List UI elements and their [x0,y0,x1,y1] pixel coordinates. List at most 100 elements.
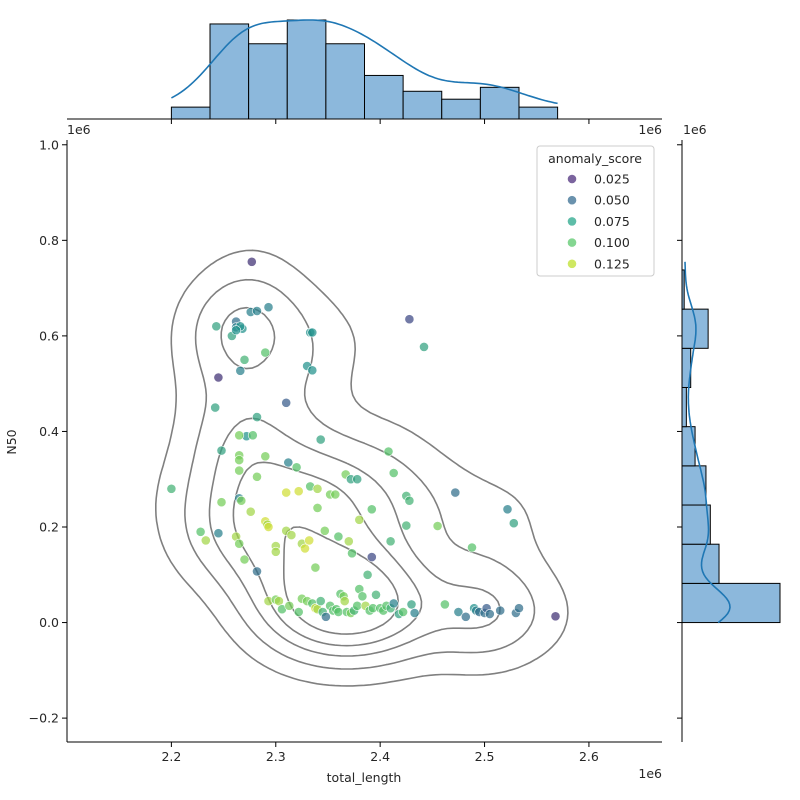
scatter-point [508,518,519,529]
top-hist-bar [325,43,366,120]
scatter-point [352,600,363,611]
scatter-point [234,538,245,549]
right-hist-bar [681,582,781,624]
scatter-point [357,591,368,602]
scatter-point [281,487,292,498]
scatter-point [319,525,330,536]
scatter-point [246,256,257,267]
kde-contour-level-2 [208,306,501,657]
top-hist-bar [441,98,481,120]
scatter-point [293,607,304,617]
scatter-point [281,397,292,408]
right-hist-bar [681,465,707,506]
scatter-point [236,495,247,506]
scatter-point [235,365,246,376]
scatter-point [200,535,211,546]
legend-marker [567,195,577,206]
right-hist-bar [681,426,696,467]
legend-box [536,145,655,277]
scatter-point [330,489,341,500]
scatter-point [383,446,394,457]
scatter-point [304,535,315,546]
legend: anomaly_score 0.025 0.050 0.075 0.100 0.125 [536,145,655,277]
y-tick-label: −0.2 [29,711,59,726]
scatter-point [404,314,415,325]
scatter-point [371,589,381,600]
right-hist-offset-label: 1e6 [683,122,707,137]
scatter-point [439,599,450,610]
scatter-point [352,474,363,485]
scatter-point [260,347,271,358]
y-axis-label: N50 [4,429,19,454]
scatter-point [270,546,281,557]
scatter-point [453,607,464,617]
scatter-point [252,412,262,422]
scatter-points [166,256,561,622]
scatter-point [211,321,222,332]
scatter-point [195,526,206,537]
scatter-point [339,596,350,606]
scatter-point [398,607,408,617]
y-axis-ticks: −0.2 0.0 0.2 0.4 0.6 0.8 1.0 [29,137,682,726]
scatter-point [362,569,373,580]
scatter-point [216,497,227,508]
scatter-point [312,483,323,494]
legend-label: 0.100 [594,235,630,250]
scatter-point [286,530,297,540]
scatter-point [234,430,245,441]
legend-marker [567,237,577,248]
scatter-point [213,372,224,383]
top-hist-offset-label-left: 1e6 [67,122,91,137]
legend-label: 0.050 [594,193,630,208]
x-tick-label: 2.6 [579,749,599,764]
top-hist-bar [286,19,327,120]
scatter-point [239,554,250,565]
scatter-point [550,611,561,622]
scatter-point [333,607,344,617]
top-hist-bar [402,90,443,120]
kde-contour-level-1 [184,278,536,670]
scatter-point [291,462,302,473]
scatter-point [460,611,471,622]
right-hist-bar [681,386,687,428]
scatter-point [484,609,495,619]
scatter-point [252,566,262,577]
scatter-point [252,306,262,316]
y-tick-label: 0.8 [39,233,59,248]
scatter-point [404,495,415,506]
scatter-point [409,608,420,618]
scatter-point [366,552,377,562]
right-kde-curve [684,261,731,624]
legend-label: 0.075 [594,214,630,229]
right-histogram [681,140,781,742]
y-tick-label: 1.0 [39,137,59,152]
scatter-point [263,522,274,532]
scatter-point [245,506,256,517]
legend-label: 0.125 [594,256,630,271]
x-axis-label: total_length [327,770,402,785]
y-tick-label: 0.0 [39,615,59,630]
scatter-point [234,465,245,476]
scatter-point [406,599,417,610]
top-hist-bar [364,74,404,120]
scatter-point [284,600,295,611]
scatter-point [354,514,365,525]
top-hist-offset-label: 1e6 [638,122,662,137]
scatter-point [247,430,258,441]
x-axis-ticks: 2.2 2.3 2.4 2.5 2.6 [161,119,599,764]
legend-marker [567,216,577,227]
top-hist-bar [248,43,288,120]
scatter-point [388,598,399,609]
scatter-point [502,504,513,515]
scatter-point [307,327,318,338]
scatter-point [467,542,477,553]
x-tick-label: 2.3 [266,749,286,764]
scatter-point [293,486,304,497]
right-hist-bar [681,504,711,545]
top-histogram [67,19,662,120]
scatter-point [239,354,250,365]
right-hist-bar [681,543,720,584]
scatter-point [432,521,443,531]
scatter-point [495,605,506,616]
